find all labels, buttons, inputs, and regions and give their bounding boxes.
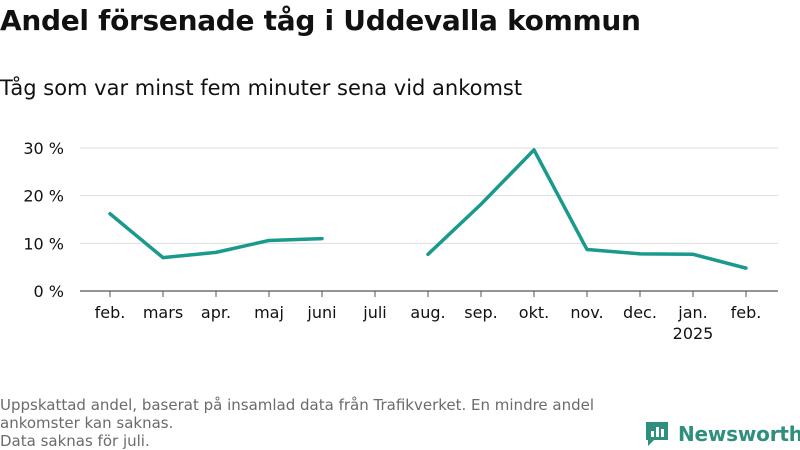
x-tick-label: okt.: [519, 303, 549, 322]
line-chart: 0 % 10 % 20 % 30 % feb. mars apr. maj juni juli a…: [23, 139, 778, 343]
footnote-line-1: Uppskattad andel, baserat på insamlad da…: [0, 396, 595, 432]
x-axis-ticks: feb. mars apr. maj juni juli aug. sep. okt. nov. d…: [95, 291, 762, 343]
x-tick-label: juli: [362, 303, 386, 322]
x-tick-label: feb.: [95, 303, 126, 322]
y-tick-label: 10 %: [23, 234, 64, 253]
brand-logo: Newsworthy: [644, 420, 800, 448]
newsworthy-logo-icon: [646, 422, 668, 446]
x-tick-year-label: 2025: [673, 324, 714, 343]
chart-title: Andel försenade tåg i Uddevalla kommun: [0, 4, 641, 37]
x-tick-label: juni: [306, 303, 336, 322]
x-tick-label: jan.: [677, 303, 707, 322]
footnote: Uppskattad andel, baserat på insamlad da…: [0, 396, 630, 450]
series-line-segment: [426, 148, 748, 270]
brand-name: Newsworthy: [678, 422, 800, 446]
y-axis-ticks: 0 % 10 % 20 % 30 %: [23, 139, 64, 301]
x-tick-label: maj: [254, 303, 284, 322]
x-tick-label: feb.: [731, 303, 762, 322]
x-tick-label: mars: [143, 303, 183, 322]
x-tick-label: sep.: [464, 303, 497, 322]
x-tick-label: dec.: [623, 303, 657, 322]
grid-layer: [80, 147, 778, 292]
y-tick-label: 30 %: [23, 139, 64, 158]
y-tick-label: 0 %: [34, 282, 64, 301]
x-tick-label: nov.: [570, 303, 603, 322]
series-layer: [108, 148, 748, 270]
x-tick-label: aug.: [410, 303, 445, 322]
y-tick-label: 20 %: [23, 187, 64, 206]
chart-subtitle: Tåg som var minst fem minuter sena vid a…: [0, 76, 523, 100]
x-tick-label: apr.: [201, 303, 231, 322]
footnote-line-2: Data saknas för juli.: [0, 432, 150, 450]
series-line-segment: [108, 212, 324, 260]
